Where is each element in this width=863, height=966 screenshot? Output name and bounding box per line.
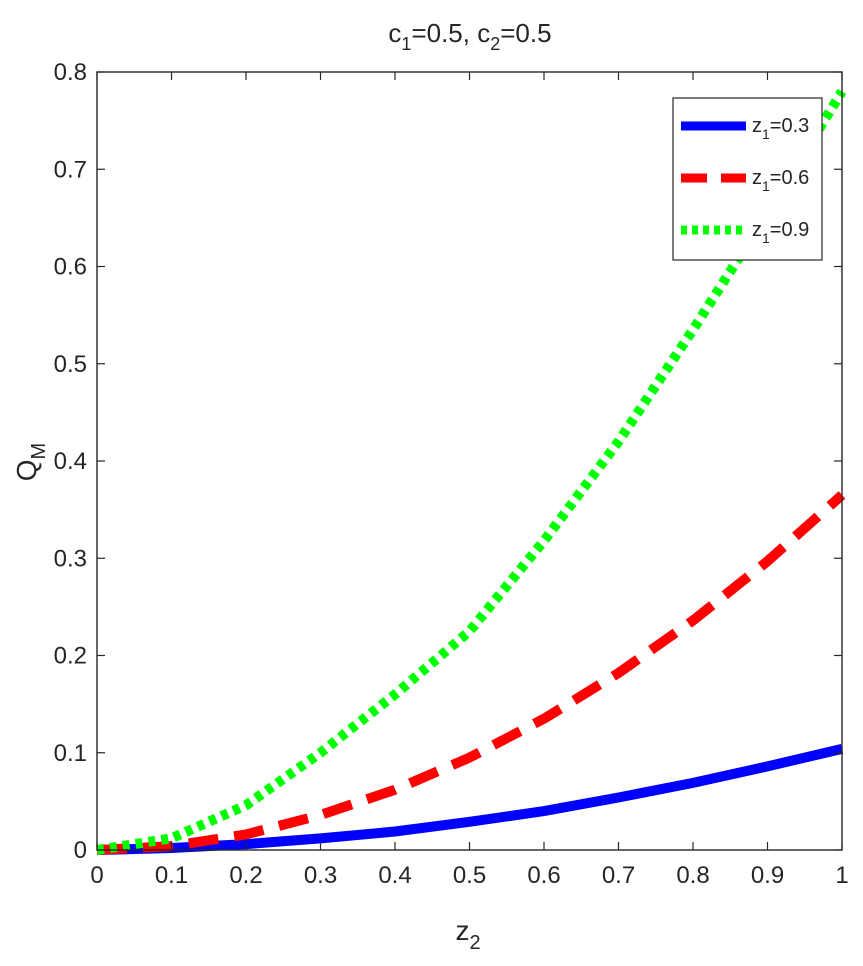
x-tick-label: 0.7 [602, 862, 635, 889]
y-tick-label: 0 [74, 837, 87, 864]
x-axis-label: z2 [455, 915, 480, 954]
x-tick-label: 0.2 [229, 862, 262, 889]
series-line-1 [96, 743, 844, 855]
x-tick-label: 0.4 [378, 862, 411, 889]
y-tick-label: 0.7 [54, 156, 87, 183]
y-tick-label: 0.8 [54, 59, 87, 86]
x-tick-label: 0.6 [527, 862, 560, 889]
y-tick-label: 0.1 [54, 740, 87, 767]
x-tick-label: 0.5 [453, 862, 486, 889]
y-tick-label: 0.3 [54, 545, 87, 572]
y-axis-label: QM [11, 443, 50, 481]
series-line-3 [96, 88, 847, 855]
x-tick-label: 0.3 [304, 862, 337, 889]
legend-label-series-2: z1=0.6 [752, 167, 809, 194]
x-tick-label: 1 [835, 862, 848, 889]
x-tick-label: 0.8 [676, 862, 709, 889]
x-tick-label: 0.1 [155, 862, 188, 889]
axes-box [96, 71, 843, 851]
series-line-2 [96, 491, 846, 855]
y-tick-label: 0.2 [54, 643, 87, 670]
x-tick-label: 0 [90, 862, 103, 889]
series-layer [96, 88, 847, 855]
y-tick-label: 0.6 [54, 254, 87, 281]
y-tick-label: 0.4 [54, 448, 87, 475]
tick-layer: 0 0.1 0.2 0.3 0.4 0.5 0.6 0.7 0.8 0.9 1 0 0.1 0.2 0.3 0… [54, 59, 849, 889]
legend-label-series-1: z1=0.3 [752, 115, 809, 142]
legend: z1=0.3 z1=0.6 z1=0.9 [672, 97, 823, 261]
x-tick-label: 0.9 [751, 862, 784, 889]
legend-label-series-3: z1=0.9 [752, 219, 809, 246]
chart-title: c1=0.5, c2=0.5 [388, 18, 551, 54]
y-tick-label: 0.5 [54, 351, 87, 378]
